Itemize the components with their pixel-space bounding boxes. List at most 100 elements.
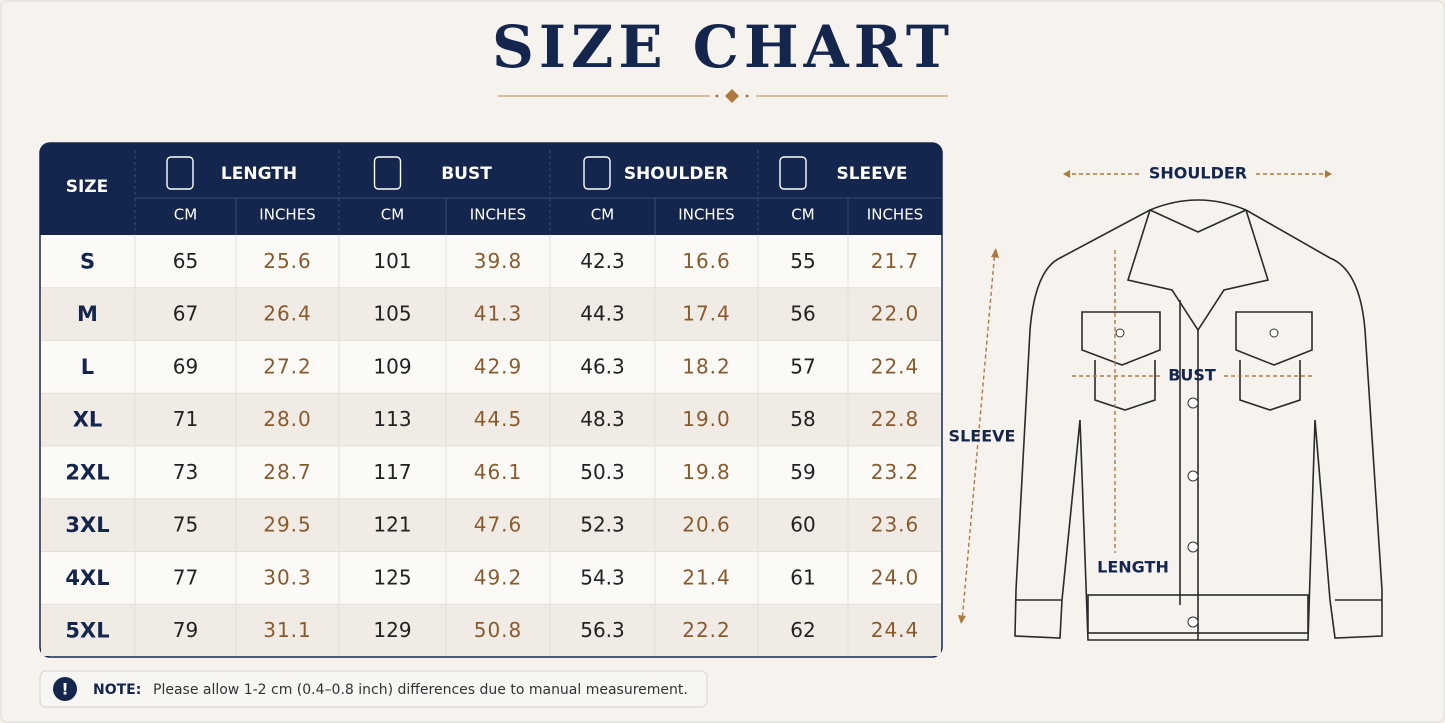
group-icon <box>779 156 807 190</box>
measurement: 23.2 <box>871 460 920 484</box>
unit-header: CM <box>591 206 614 224</box>
measurement: 17.4 <box>682 302 731 326</box>
measurement: 27.2 <box>263 354 312 378</box>
measurement: 44.3 <box>580 302 625 326</box>
measurement: 71 <box>173 407 198 431</box>
unit-header: CM <box>174 206 197 224</box>
measurement: 30.3 <box>263 565 312 589</box>
row-bg <box>41 604 941 656</box>
measurement: 39.8 <box>474 249 523 273</box>
measurement: 22.4 <box>871 354 920 378</box>
size-label: XL <box>73 408 103 432</box>
measurement: 60 <box>790 513 815 537</box>
group-icon <box>583 156 611 190</box>
unit-header: INCHES <box>867 206 923 224</box>
title-ornament <box>498 89 948 103</box>
group-header: SLEEVE <box>836 164 907 184</box>
note-label: NOTE: <box>93 682 141 698</box>
measurement: 59 <box>790 460 815 484</box>
measurement: 62 <box>790 618 815 642</box>
measurement: 73 <box>173 460 198 484</box>
measurement: 61 <box>790 565 815 589</box>
measurement: 113 <box>373 407 411 431</box>
measurement: 56.3 <box>580 618 625 642</box>
measurement: 42.9 <box>474 354 523 378</box>
unit-header: INCHES <box>470 206 526 224</box>
header-bg <box>40 143 942 235</box>
size-label: 4XL <box>65 566 109 590</box>
measurement: 54.3 <box>580 565 625 589</box>
measurement: 23.6 <box>871 513 920 537</box>
measurement: 121 <box>373 513 411 537</box>
measurement: 55 <box>790 249 815 273</box>
measurement: 117 <box>373 460 411 484</box>
measurement: 65 <box>173 249 198 273</box>
measurement: 79 <box>173 618 198 642</box>
measurement: 109 <box>373 354 411 378</box>
measurement: 31.1 <box>263 618 312 642</box>
measurement: 48.3 <box>580 407 625 431</box>
shoulder-label: SHOULDER <box>1149 164 1247 183</box>
jacket-diagram <box>958 170 1383 641</box>
row-bg <box>41 235 941 288</box>
measurement: 26.4 <box>263 302 312 326</box>
note-text: Please allow 1-2 cm (0.4–0.8 inch) diffe… <box>153 682 688 698</box>
measurement: 28.7 <box>263 460 312 484</box>
group-header: SHOULDER <box>624 164 728 184</box>
row-bg <box>41 340 941 394</box>
length-label: LENGTH <box>1097 558 1169 577</box>
measurement: 56 <box>790 302 815 326</box>
measurement: 46.3 <box>580 354 625 378</box>
measurement: 22.0 <box>871 302 920 326</box>
measurement: 16.6 <box>682 249 731 273</box>
measurement: 28.0 <box>263 407 312 431</box>
unit-header: INCHES <box>678 206 734 224</box>
size-header: SIZE <box>66 177 109 197</box>
unit-header: CM <box>791 206 814 224</box>
measurement: 49.2 <box>474 565 523 589</box>
measurement: 19.8 <box>682 460 731 484</box>
measurement: 57 <box>790 354 815 378</box>
measurement: 50.3 <box>580 460 625 484</box>
size-table: SIZE LENGTH BUST SHOULDER SLEEVE CM INCHES CM IN… <box>39 142 943 658</box>
unit-header: CM <box>381 206 404 224</box>
row-bg <box>41 446 941 499</box>
row-bg <box>41 551 941 605</box>
row-bg <box>41 393 941 446</box>
row-bg <box>41 498 941 552</box>
size-label: 5XL <box>65 619 109 643</box>
measurement: 29.5 <box>263 513 312 537</box>
measurement: 24.0 <box>871 565 920 589</box>
measurement: 50.8 <box>474 618 523 642</box>
group-icon <box>373 156 402 190</box>
measurement: 47.6 <box>474 513 523 537</box>
group-header: LENGTH <box>221 164 297 184</box>
measurement: 52.3 <box>580 513 625 537</box>
measurement: 21.4 <box>682 565 731 589</box>
measurement: 42.3 <box>580 249 625 273</box>
title: SIZE CHART <box>492 13 954 81</box>
measurement: 41.3 <box>474 302 523 326</box>
measurement: 101 <box>373 249 411 273</box>
bust-label: BUST <box>1168 366 1216 385</box>
size-label: S <box>80 249 95 273</box>
size-label: 3XL <box>65 513 109 537</box>
measurement: 44.5 <box>474 407 523 431</box>
measurement: 24.4 <box>871 618 920 642</box>
measurement: 129 <box>373 618 411 642</box>
measurement: 67 <box>173 302 198 326</box>
measurement: 20.6 <box>682 513 731 537</box>
row-bg <box>41 287 941 341</box>
measurement: 75 <box>173 513 198 537</box>
size-label: 2XL <box>65 460 109 484</box>
measurement: 46.1 <box>474 460 523 484</box>
measurement: 125 <box>373 565 411 589</box>
group-icon <box>166 156 194 190</box>
measurement: 18.2 <box>682 354 731 378</box>
measurement: 19.0 <box>682 407 731 431</box>
measurement: 69 <box>173 354 198 378</box>
note-icon: ! <box>61 680 68 699</box>
measurement: 77 <box>173 565 198 589</box>
measurement: 105 <box>373 302 411 326</box>
